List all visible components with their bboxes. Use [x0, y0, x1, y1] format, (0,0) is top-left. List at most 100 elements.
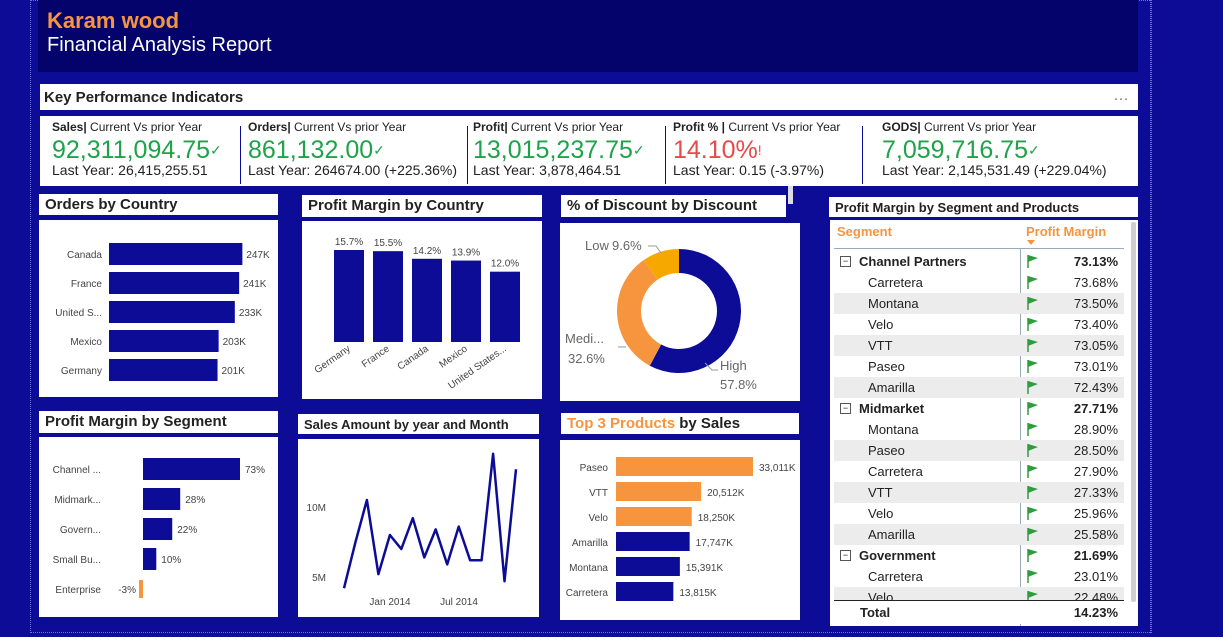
top3-products-title: Top 3 Products by Sales	[561, 413, 799, 434]
profit-margin-value: 28.50%	[1073, 443, 1118, 458]
donut-slice	[643, 249, 679, 280]
scrollbar[interactable]	[1150, 0, 1156, 633]
bar	[412, 258, 442, 342]
matrix-item-row[interactable]: VTT 73.05%	[834, 335, 1124, 356]
matrix-header-underline	[834, 248, 1124, 249]
category-label: Mexico	[70, 337, 102, 348]
data-label: 13,815K	[679, 588, 717, 599]
category-label: United S...	[55, 308, 102, 319]
matrix-item-row[interactable]: Paseo 73.01%	[834, 356, 1124, 377]
sales-by-month-chart[interactable]: 5M 10M Jan 2014 Jul 2014	[298, 439, 539, 617]
flag-icon	[1026, 296, 1040, 314]
more-options-icon[interactable]: …	[1113, 87, 1130, 104]
bar	[616, 582, 674, 601]
matrix-item-row[interactable]: Carretera 27.90%	[834, 461, 1124, 482]
kpi-separator	[467, 126, 468, 184]
category-label: Germany	[313, 343, 353, 376]
kpi-separator	[862, 126, 863, 184]
data-label: 22%	[177, 525, 197, 536]
category-label: Canada	[396, 343, 431, 372]
category-label: Montana	[569, 563, 608, 574]
profit-margin-value: 73.05%	[1073, 338, 1118, 353]
data-label: 15.5%	[374, 238, 402, 249]
sales-line	[342, 452, 518, 589]
matrix-column-divider	[1020, 248, 1021, 626]
matrix-item-row[interactable]: VTT 27.33%	[834, 482, 1124, 503]
bar	[334, 250, 364, 342]
category-label: Mexico	[437, 343, 470, 370]
bar	[616, 457, 753, 476]
matrix-item-row[interactable]: Carretera 73.68%	[834, 272, 1124, 293]
segment-products-matrix[interactable]: Segment Profit Margin − Channel Partners 7…	[830, 220, 1138, 626]
collapse-icon[interactable]: −	[840, 256, 851, 267]
kpi-label: Profit % | Current Vs prior Year	[673, 120, 840, 134]
kpi-label-metric: Orders|	[248, 120, 291, 134]
panel-scroll-handle[interactable]	[788, 186, 793, 204]
matrix-group-row[interactable]: − Channel Partners 73.13%	[834, 251, 1124, 272]
matrix-group-row[interactable]: − Midmarket 27.71%	[834, 398, 1124, 419]
matrix-group-row[interactable]: − Government 21.69%	[834, 545, 1124, 566]
profit-margin-by-country-chart[interactable]: 15.7% Germany 15.5% France 14.2% Canada 13.9% M…	[302, 221, 542, 399]
product-name: Amarilla	[868, 527, 915, 542]
matrix-item-row[interactable]: Carretera 23.01%	[834, 566, 1124, 587]
slice-value-label: 57.8%	[720, 377, 757, 392]
flag-icon	[1026, 548, 1040, 566]
profit-margin-by-segment-chart[interactable]: Channel ... 73% Midmark... 28% Govern... 22% S…	[39, 437, 278, 617]
discount-donut-chart[interactable]: High 57.8% Medi... 32.6% Low 9.6%	[560, 223, 800, 401]
kpi-label-metric: Profit|	[473, 120, 508, 134]
bar	[109, 272, 240, 294]
matrix-header-segment[interactable]: Segment	[837, 224, 892, 239]
segment-name: Midmarket	[859, 401, 925, 416]
matrix-item-row[interactable]: Montana 28.90%	[834, 419, 1124, 440]
kpi-last-year: Last Year: 3,878,464.51	[473, 162, 621, 178]
category-label: Velo	[589, 513, 609, 524]
category-label: Govern...	[60, 525, 101, 536]
data-label: 201K	[222, 366, 246, 377]
bar	[616, 482, 702, 501]
profit-margin-value: 73.01%	[1073, 359, 1118, 374]
kpi-label: Orders| Current Vs prior Year	[248, 120, 457, 134]
collapse-icon[interactable]: −	[840, 550, 851, 561]
top3-products-chart[interactable]: Paseo 33,011K VTT 20,512K Velo 18,250K Amarill…	[560, 440, 800, 620]
flag-icon	[1026, 401, 1040, 419]
data-label: 10%	[161, 555, 181, 566]
flag-icon	[1026, 443, 1040, 461]
data-label: 15.7%	[335, 237, 363, 248]
collapse-icon[interactable]: −	[840, 403, 851, 414]
kpi-card: Orders| Current Vs prior Year 861,132.00✓…	[248, 120, 457, 178]
matrix-item-row[interactable]: Montana 73.50%	[834, 293, 1124, 314]
category-label: Midmark...	[54, 495, 101, 506]
profit-margin-value: 73.40%	[1073, 317, 1118, 332]
kpi-label-comparison: Current Vs prior Year	[507, 120, 624, 134]
category-label: Small Bu...	[53, 555, 101, 566]
profit-margin-value: 21.69%	[1073, 548, 1118, 563]
matrix-item-row[interactable]: Amarilla 72.43%	[834, 377, 1124, 398]
data-label: 13.9%	[452, 248, 480, 259]
product-name: Velo	[868, 317, 894, 332]
kpi-label-metric: Profit % |	[673, 120, 726, 134]
slice-name-label: High	[720, 358, 747, 373]
profit-margin-by-country-title: Profit Margin by Country	[302, 195, 542, 217]
matrix-scrollbar[interactable]	[1131, 222, 1136, 602]
kpi-cards: Sales| Current Vs prior Year 92,311,094.7…	[40, 116, 1138, 186]
bar	[109, 330, 219, 352]
matrix-item-row[interactable]: Amarilla 25.58%	[834, 524, 1124, 545]
bar	[143, 458, 240, 480]
checkmark-icon: ✓	[210, 142, 222, 158]
sort-descending-icon[interactable]	[1027, 240, 1035, 245]
matrix-item-row[interactable]: Velo 25.96%	[834, 503, 1124, 524]
flag-icon	[1026, 422, 1040, 440]
warning-icon: !	[757, 142, 762, 158]
flag-icon	[1026, 317, 1040, 335]
product-name: Montana	[868, 422, 919, 437]
data-label: 20,512K	[707, 488, 745, 499]
report-header: Karam wood Financial Analysis Report	[38, 0, 1138, 72]
orders-by-country-chart[interactable]: Canada 247K France 241K United S... 233K Mexic…	[39, 220, 278, 397]
sales-by-month-title: Sales Amount by year and Month	[298, 414, 539, 434]
matrix-item-row[interactable]: Velo 73.40%	[834, 314, 1124, 335]
category-label: Amarilla	[572, 538, 609, 549]
kpi-separator	[240, 126, 241, 184]
flag-icon	[1026, 506, 1040, 524]
matrix-item-row[interactable]: Paseo 28.50%	[834, 440, 1124, 461]
matrix-header-profit-margin[interactable]: Profit Margin	[1026, 224, 1107, 239]
